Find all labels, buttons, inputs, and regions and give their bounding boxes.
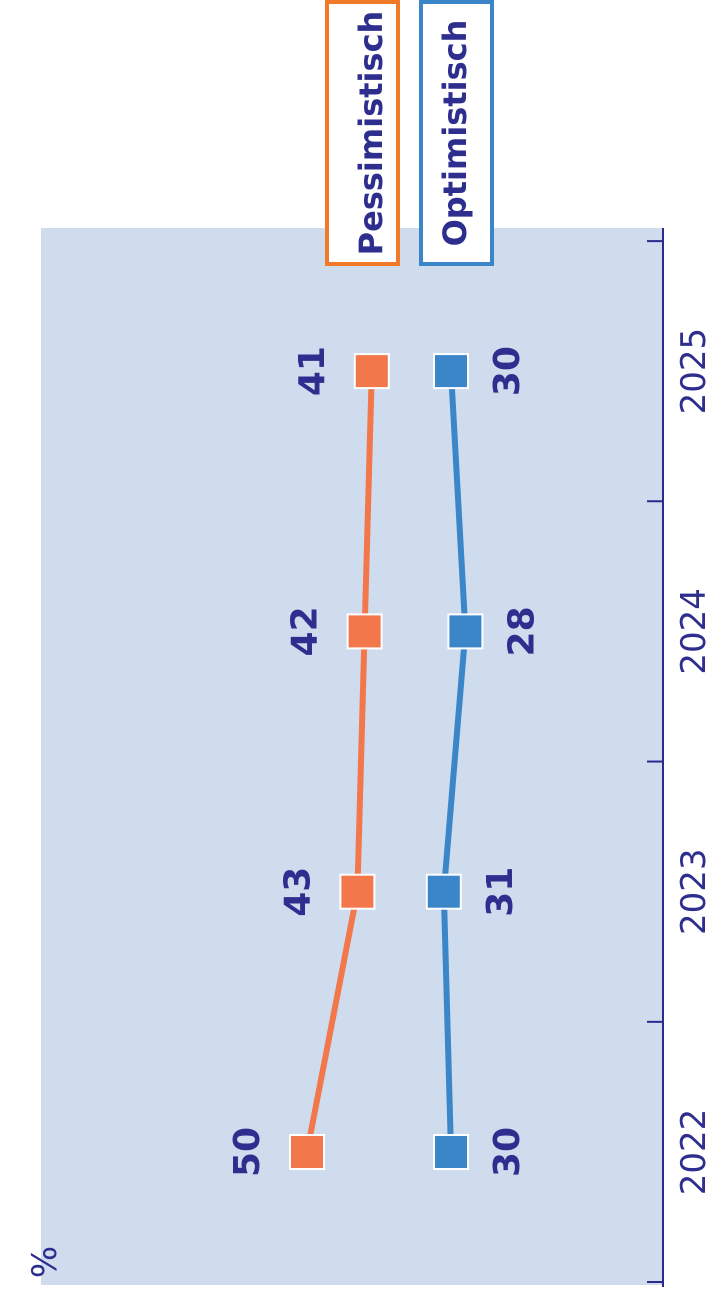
- data-label-optimistisch: 28: [501, 606, 542, 656]
- x-axis-tick-label: 2024: [674, 588, 714, 675]
- data-point-optimistisch: [433, 353, 469, 390]
- data-label-pessimistisch: 43: [277, 867, 318, 917]
- x-axis-tick-label: 2025: [674, 328, 714, 415]
- legend-label-pessimistisch: Pessimistisch: [352, 11, 390, 256]
- data-labels: 50 43 42 41 30 31 28 30: [227, 346, 542, 1177]
- legend-label-optimistisch: Optimistisch: [436, 20, 474, 247]
- x-axis-tick-label: 2023: [674, 848, 714, 935]
- x-axis-tick-labels: 2022 2023 2024 2025: [674, 328, 714, 1195]
- plot-background: [41, 228, 663, 1285]
- data-point-pessimistisch: [339, 873, 376, 910]
- data-label-optimistisch: 30: [487, 1127, 528, 1177]
- series-line-pessimistisch: [304, 371, 375, 1153]
- data-point-optimistisch: [447, 613, 484, 650]
- x-axis-ticks: [647, 240, 663, 1283]
- series-points: [289, 353, 484, 1170]
- data-point-pessimistisch: [353, 353, 390, 390]
- legend-item-optimistisch: Optimistisch: [419, 0, 494, 266]
- data-point-optimistisch: [425, 873, 462, 910]
- legend-box-pessimistisch: [325, 0, 400, 266]
- data-label-optimistisch: 30: [487, 346, 528, 396]
- series-lines: [304, 370, 469, 1153]
- data-label-pessimistisch: 42: [285, 606, 326, 656]
- legend-box-optimistisch: [419, 0, 494, 266]
- series-line-optimistisch: [440, 370, 469, 1153]
- data-point-pessimistisch: [346, 613, 383, 650]
- data-label-pessimistisch: 41: [292, 346, 333, 396]
- data-label-optimistisch: 31: [480, 867, 521, 917]
- x-axis-tick-label: 2022: [674, 1109, 714, 1196]
- data-point-pessimistisch: [289, 1134, 325, 1170]
- unit-label: %: [25, 1246, 65, 1278]
- legend: Pessimistisch Optimistisch: [325, 0, 494, 266]
- data-point-optimistisch: [433, 1134, 469, 1170]
- data-label-pessimistisch: 50: [227, 1127, 268, 1177]
- legend-item-pessimistisch: Pessimistisch: [325, 0, 400, 266]
